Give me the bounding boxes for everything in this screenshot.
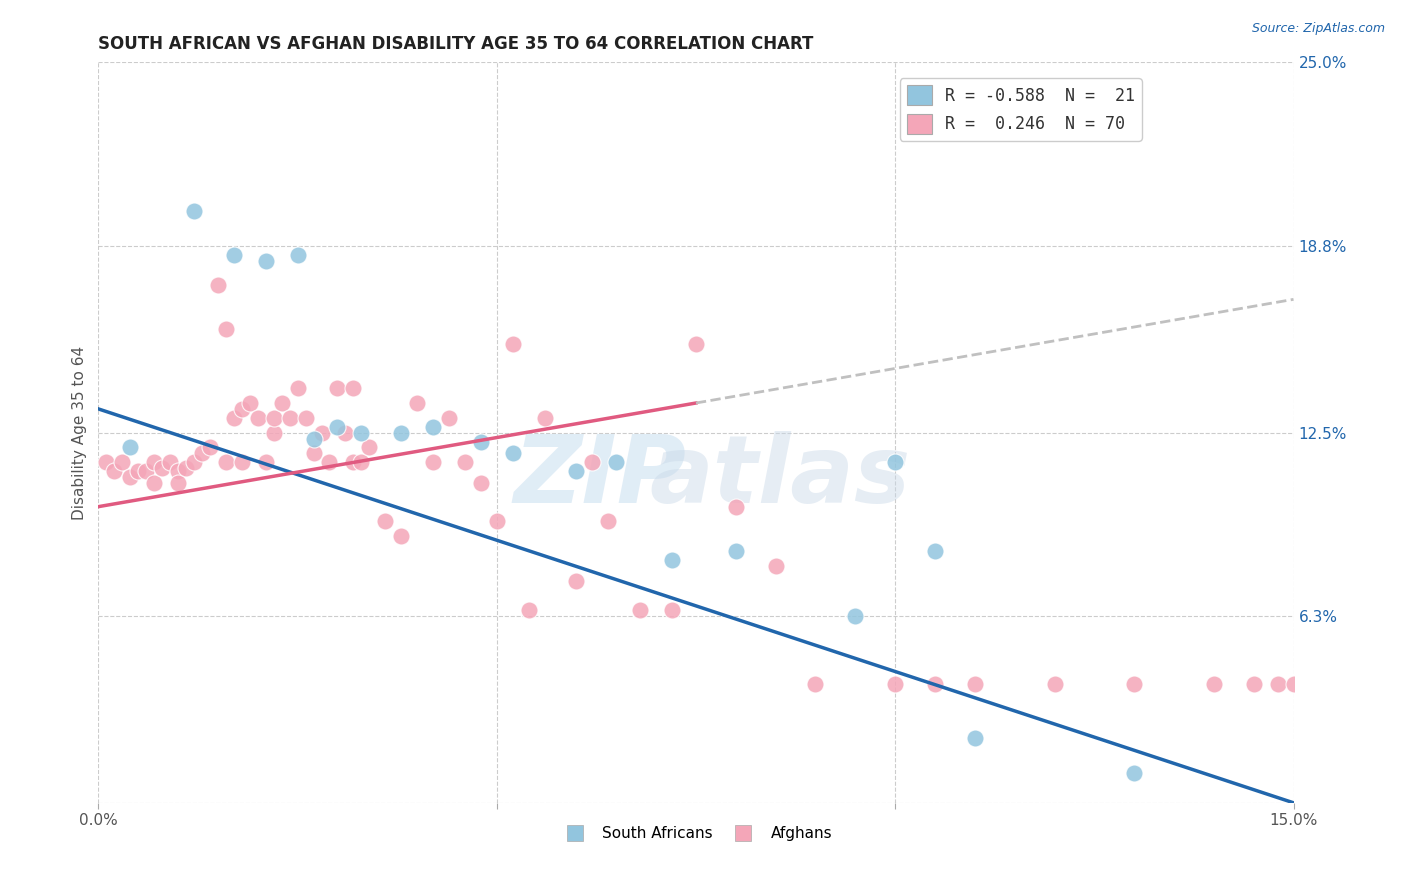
Point bbox=[270, 396, 292, 410]
Point bbox=[231, 401, 253, 416]
Point bbox=[517, 603, 540, 617]
Point bbox=[318, 455, 340, 469]
Point bbox=[254, 253, 277, 268]
Point bbox=[167, 464, 190, 478]
Point bbox=[884, 455, 907, 469]
Point bbox=[470, 434, 492, 449]
Text: Source: ZipAtlas.com: Source: ZipAtlas.com bbox=[1251, 22, 1385, 36]
Point bbox=[661, 553, 683, 567]
Point bbox=[215, 455, 238, 469]
Point bbox=[207, 277, 229, 292]
Point bbox=[1282, 677, 1305, 691]
Point bbox=[350, 455, 373, 469]
Point bbox=[191, 446, 214, 460]
Point bbox=[406, 396, 429, 410]
Point bbox=[254, 455, 277, 469]
Point bbox=[127, 464, 149, 478]
Point bbox=[502, 446, 524, 460]
Point bbox=[437, 410, 460, 425]
Point bbox=[628, 603, 651, 617]
Point bbox=[311, 425, 333, 440]
Point bbox=[350, 425, 373, 440]
Point bbox=[167, 475, 190, 490]
Point bbox=[565, 464, 588, 478]
Text: SOUTH AFRICAN VS AFGHAN DISABILITY AGE 35 TO 64 CORRELATION CHART: SOUTH AFRICAN VS AFGHAN DISABILITY AGE 3… bbox=[98, 35, 814, 53]
Point bbox=[143, 455, 166, 469]
Point bbox=[1267, 677, 1289, 691]
Point bbox=[174, 461, 197, 475]
Point bbox=[422, 419, 444, 434]
Point bbox=[302, 446, 325, 460]
Point bbox=[287, 248, 309, 262]
Point bbox=[724, 500, 747, 514]
Point bbox=[1123, 677, 1146, 691]
Point bbox=[150, 461, 173, 475]
Point bbox=[335, 425, 357, 440]
Point bbox=[326, 381, 349, 395]
Point bbox=[183, 455, 205, 469]
Point bbox=[222, 410, 245, 425]
Point bbox=[96, 455, 118, 469]
Point bbox=[135, 464, 157, 478]
Point bbox=[1298, 677, 1320, 691]
Point bbox=[302, 432, 325, 446]
Point bbox=[246, 410, 269, 425]
Point bbox=[120, 441, 142, 455]
Point bbox=[359, 441, 381, 455]
Point bbox=[1202, 677, 1225, 691]
Point bbox=[111, 455, 134, 469]
Point bbox=[724, 544, 747, 558]
Point bbox=[1123, 766, 1146, 780]
Text: ZIP: ZIP bbox=[515, 431, 686, 523]
Point bbox=[342, 381, 364, 395]
Point bbox=[422, 455, 444, 469]
Point bbox=[661, 603, 683, 617]
Point bbox=[765, 558, 787, 573]
Point bbox=[389, 425, 412, 440]
Point bbox=[533, 410, 555, 425]
Point bbox=[581, 455, 603, 469]
Point bbox=[924, 544, 946, 558]
Point bbox=[120, 470, 142, 484]
Point bbox=[454, 455, 477, 469]
Point bbox=[374, 515, 396, 529]
Y-axis label: Disability Age 35 to 64: Disability Age 35 to 64 bbox=[72, 345, 87, 520]
Point bbox=[159, 455, 181, 469]
Point bbox=[222, 248, 245, 262]
Point bbox=[844, 609, 866, 624]
Point bbox=[1243, 677, 1265, 691]
Point bbox=[294, 410, 316, 425]
Point bbox=[389, 529, 412, 543]
Point bbox=[565, 574, 588, 588]
Point bbox=[485, 515, 508, 529]
Point bbox=[685, 336, 707, 351]
Point bbox=[963, 677, 986, 691]
Point bbox=[804, 677, 827, 691]
Point bbox=[198, 441, 221, 455]
Point bbox=[239, 396, 262, 410]
Point bbox=[502, 336, 524, 351]
Point bbox=[183, 203, 205, 218]
Point bbox=[963, 731, 986, 745]
Point bbox=[103, 464, 125, 478]
Point bbox=[326, 419, 349, 434]
Point bbox=[143, 475, 166, 490]
Point bbox=[1043, 677, 1066, 691]
Point bbox=[342, 455, 364, 469]
Text: atlas: atlas bbox=[650, 431, 910, 523]
Point bbox=[470, 475, 492, 490]
Legend: South Africans, Afghans: South Africans, Afghans bbox=[554, 820, 838, 847]
Point bbox=[287, 381, 309, 395]
Point bbox=[215, 322, 238, 336]
Point bbox=[924, 677, 946, 691]
Point bbox=[278, 410, 301, 425]
Point bbox=[598, 515, 620, 529]
Point bbox=[605, 455, 627, 469]
Point bbox=[231, 455, 253, 469]
Point bbox=[263, 410, 285, 425]
Point bbox=[263, 425, 285, 440]
Point bbox=[884, 677, 907, 691]
